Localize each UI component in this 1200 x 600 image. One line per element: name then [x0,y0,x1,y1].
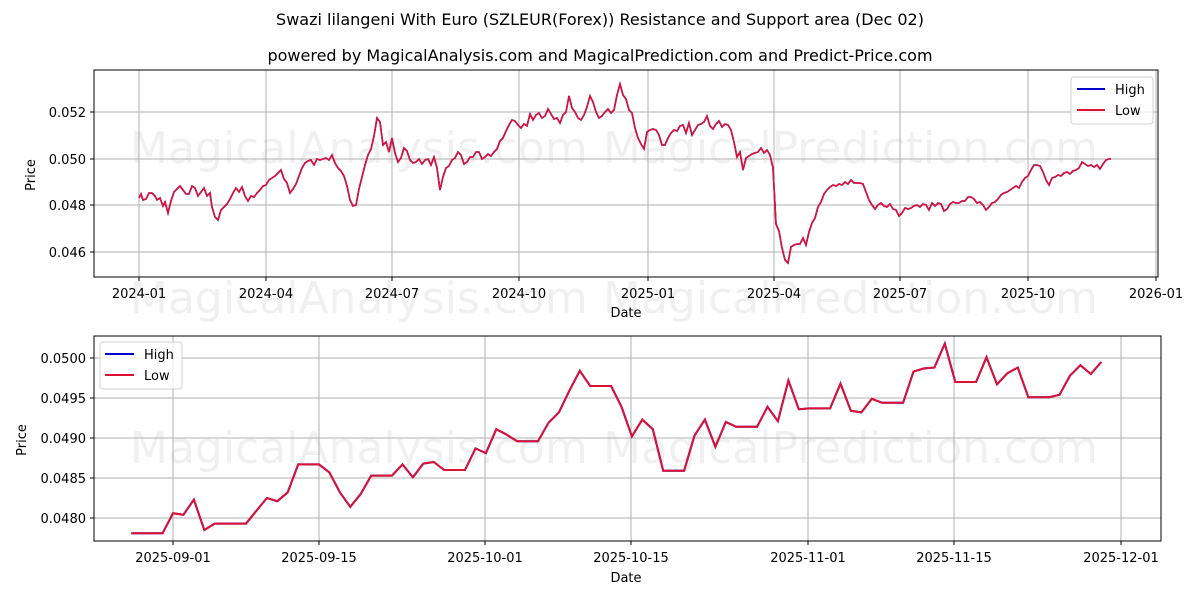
low-series-line [138,80,1111,265]
bottom-legend: High Low [99,341,183,390]
y-tick-label: 0.0500 [41,352,87,367]
y-tick-label: 0.050 [49,153,86,168]
x-tick-label: 2025-12-01 [1083,551,1159,566]
bottom-grid [94,336,1161,541]
y-tick-label: 0.0480 [41,512,87,527]
x-tick-label: 2026-01 [1129,287,1183,302]
y-tick-label: 0.0495 [41,392,87,407]
x-axis-label: Date [610,306,641,321]
bottom-watermarks: MagicalAnalysis.com MagicalPrediction.co… [130,423,1098,474]
low-series-line [131,340,1103,535]
y-tick-label: 0.052 [49,106,86,121]
watermark: MagicalPrediction.com [603,423,1098,474]
bottom-x-tick-labels: 2025-09-01 2025-09-15 2025-10-01 2025-10… [135,551,1159,566]
top-legend: High Low [1070,76,1154,125]
legend-high-label: High [144,348,174,363]
legend-high-label: High [1115,83,1145,98]
x-tick-label: 2025-11-15 [916,551,992,566]
x-tick-label: 2024-01 [112,287,166,302]
bottom-x-ticks [172,541,1122,545]
x-axis-label: Date [610,571,641,586]
x-tick-label: 2025-07 [873,287,927,302]
y-tick-label: 0.0490 [41,432,87,447]
top-chart: MagicalAnalysis.com MagicalPrediction.co… [24,69,1183,324]
bottom-y-tick-labels: 0.0500 0.0495 0.0490 0.0485 0.0480 [41,352,87,527]
legend-low-label: Low [1115,104,1141,119]
x-tick-label: 2025-01 [621,287,675,302]
watermark: MagicalAnalysis.com [130,273,588,324]
y-tick-label: 0.048 [49,199,86,214]
x-tick-label: 2025-10 [1001,287,1055,302]
x-tick-label: 2024-07 [365,287,419,302]
top-x-tick-labels: 2024-01 2024-04 2024-07 2024-10 2025-01 … [112,287,1183,302]
x-tick-label: 2025-10-15 [593,551,669,566]
y-axis-label: Price [15,424,30,456]
x-tick-label: 2024-10 [492,287,546,302]
bottom-chart: MagicalAnalysis.com MagicalPrediction.co… [15,335,1162,586]
chart-subtitle: powered by MagicalAnalysis.com and Magic… [267,46,933,65]
x-tick-label: 2024-04 [239,287,293,302]
legend-low-label: Low [144,369,170,384]
y-tick-label: 0.046 [49,246,86,261]
top-watermarks: MagicalAnalysis.com MagicalPrediction.co… [130,123,1098,324]
chart-title: Swazi lilangeni With Euro (SZLEUR(Forex)… [276,10,924,29]
x-tick-label: 2025-04 [747,287,801,302]
top-x-ticks [138,277,1157,281]
x-tick-label: 2025-10-01 [447,551,523,566]
watermark: MagicalPrediction.com [603,273,1098,324]
top-grid [94,70,1158,277]
watermark: MagicalAnalysis.com [130,123,588,174]
x-tick-label: 2025-11-01 [770,551,846,566]
watermark: MagicalAnalysis.com [130,423,588,474]
top-axes-frame [93,69,1159,278]
top-y-tick-labels: 0.052 0.050 0.048 0.046 [49,106,86,261]
y-axis-label: Price [24,159,39,191]
x-tick-label: 2025-09-15 [281,551,357,566]
bottom-y-ticks [90,357,94,519]
y-tick-label: 0.0485 [41,472,87,487]
top-y-ticks [90,111,94,253]
x-tick-label: 2025-09-01 [135,551,211,566]
